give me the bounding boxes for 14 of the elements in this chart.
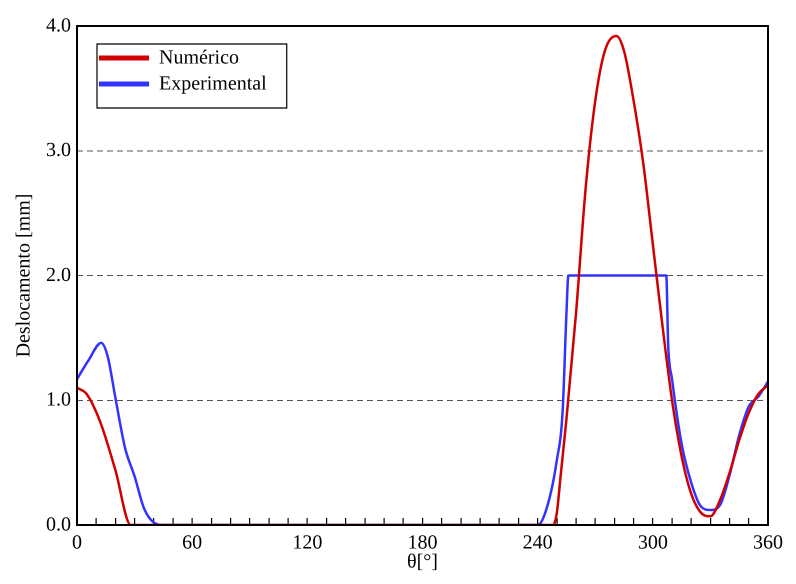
y-tick-label: 3.0 <box>46 139 71 161</box>
x-tick-label: 60 <box>182 531 202 554</box>
y-tick-label: 1.0 <box>46 388 71 410</box>
x-tick-label: 300 <box>638 531 668 554</box>
legend-label: Experimental <box>159 72 268 94</box>
legend-label: Numérico <box>159 46 239 68</box>
x-tick-label: 240 <box>522 531 553 554</box>
y-tick-label: 2.0 <box>46 264 71 286</box>
x-tick-label: 0 <box>72 531 82 554</box>
y-tick-label: 4.0 <box>46 14 71 36</box>
y-axis-title: Deslocamento [mm] <box>12 194 34 358</box>
y-tick-label: 0.0 <box>46 513 71 536</box>
x-tick-label: 360 <box>753 531 783 554</box>
x-tick-label: 120 <box>292 531 322 554</box>
